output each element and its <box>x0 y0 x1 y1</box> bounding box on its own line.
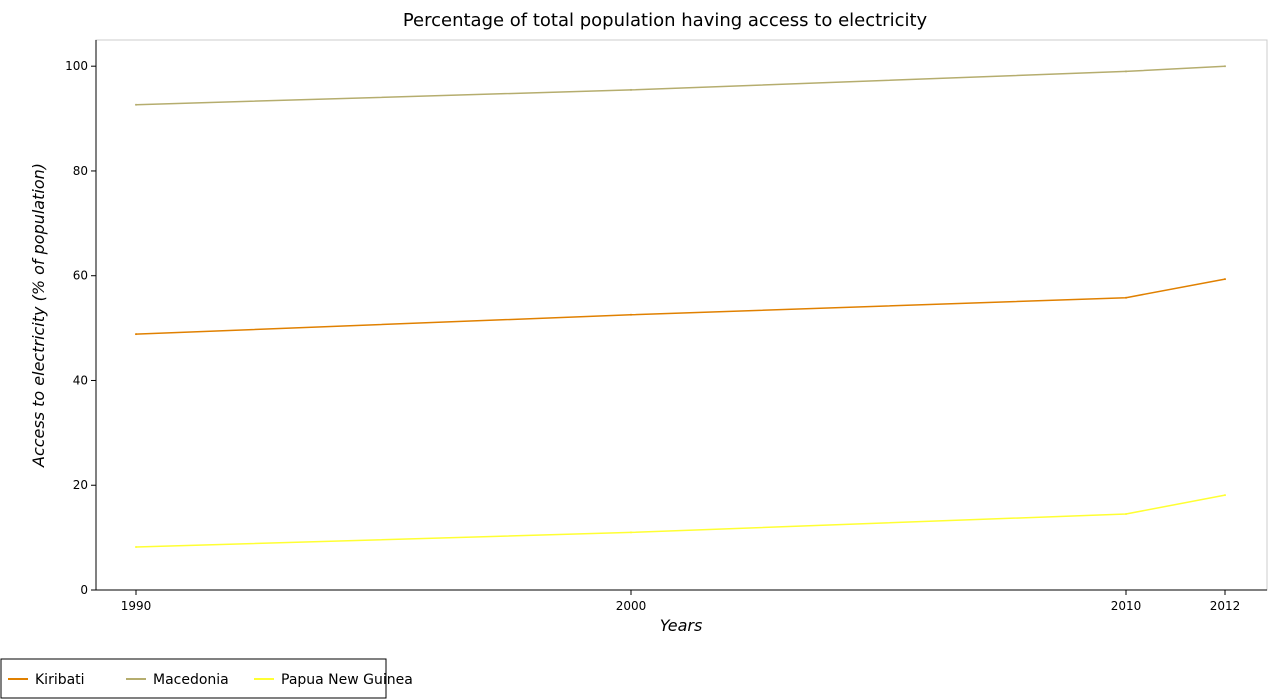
data-point <box>135 545 137 548</box>
data-point <box>1224 278 1226 281</box>
plot-background <box>95 39 1268 591</box>
data-point <box>630 313 632 316</box>
legend-label: Macedonia <box>153 672 229 688</box>
data-point <box>135 333 137 336</box>
series-lines <box>135 65 1226 548</box>
x-tick-label: 1990 <box>121 599 152 613</box>
y-axis-ticks: 0 20 40 60 80 100 <box>65 59 96 597</box>
series-line-macedonia <box>135 65 1226 106</box>
y-tick-label: 60 <box>73 269 88 283</box>
data-point <box>1125 513 1127 516</box>
y-tick-label: 100 <box>65 59 88 73</box>
series-line-papua-new-guinea <box>135 494 1226 548</box>
data-point <box>1224 65 1226 68</box>
legend-label: Kiribati <box>35 672 85 688</box>
y-tick-label: 40 <box>73 373 88 387</box>
plot-area <box>95 39 1268 591</box>
data-point <box>630 531 632 534</box>
data-point <box>1125 296 1127 299</box>
y-tick-label: 0 <box>80 583 88 597</box>
data-point <box>1125 70 1127 73</box>
legend-label: Papua New Guinea <box>281 672 413 688</box>
x-tick-label: 2010 <box>1111 599 1142 613</box>
chart-title: Percentage of total population having ac… <box>403 10 928 31</box>
data-point <box>135 103 137 106</box>
series-line-kiribati <box>135 278 1226 335</box>
y-tick-label: 20 <box>73 478 88 492</box>
y-tick-label: 80 <box>73 164 88 178</box>
y-axis-label: Access to electricity (% of population) <box>29 163 48 468</box>
data-point <box>630 88 632 91</box>
legend: Kiribati Macedonia Papua New Guinea <box>0 658 413 699</box>
legend-box <box>0 658 387 699</box>
x-tick-label: 2012 <box>1210 599 1241 613</box>
x-axis-label: Years <box>660 616 703 635</box>
x-axis-ticks: 1990 2000 2010 2012 <box>121 590 1241 613</box>
data-point <box>1224 494 1226 497</box>
x-tick-label: 2000 <box>616 599 647 613</box>
